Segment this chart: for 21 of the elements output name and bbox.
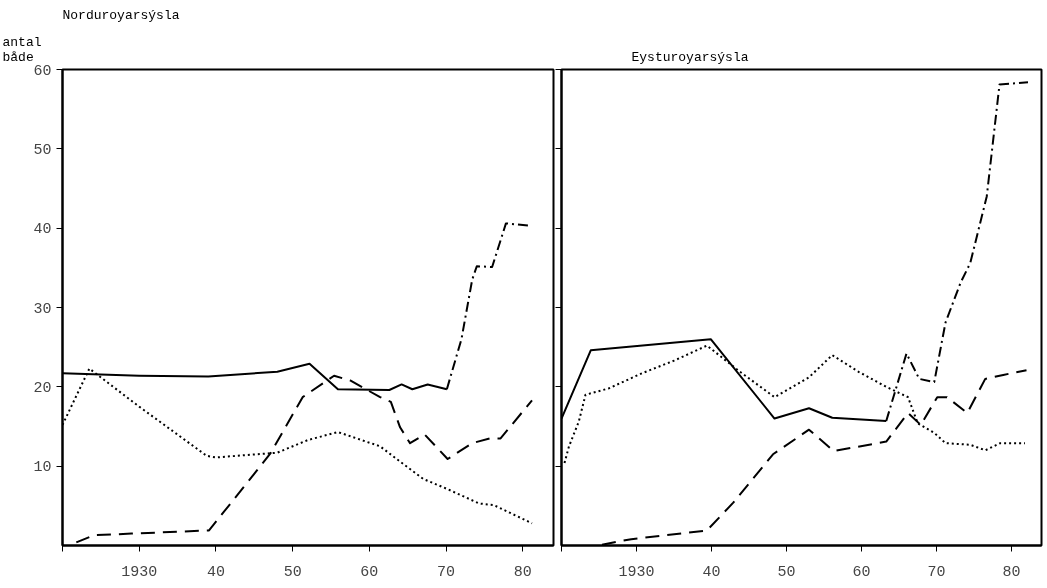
y-tick-label: 60 <box>33 62 52 80</box>
x-tick-label: 40 <box>702 563 721 581</box>
x-tick-label: 50 <box>777 563 796 581</box>
x-tick-label: 50 <box>283 563 302 581</box>
x-tick-label: 80 <box>1002 563 1021 581</box>
x-tick-label: 70 <box>437 563 456 581</box>
x-tick-label: 60 <box>852 563 871 581</box>
x-tick-label: 70 <box>927 563 946 581</box>
y-tick-label: 50 <box>33 141 52 159</box>
x-tick-label: 1930 <box>618 563 655 581</box>
y-tick-label: 30 <box>33 300 52 318</box>
y-tick-label: 20 <box>33 379 52 397</box>
x-tick-label: 1930 <box>121 563 158 581</box>
y-tick-label: 10 <box>33 459 52 477</box>
chart-title: Eysturoyarsýsla <box>631 49 749 65</box>
x-tick-label: 60 <box>360 563 379 581</box>
y-axis-title: antal både <box>2 34 42 65</box>
x-tick-label: 80 <box>513 563 532 581</box>
y-tick-label: 40 <box>33 221 52 239</box>
x-tick-label: 40 <box>206 563 225 581</box>
chart-title: Norduroyarsýsla <box>62 7 180 23</box>
